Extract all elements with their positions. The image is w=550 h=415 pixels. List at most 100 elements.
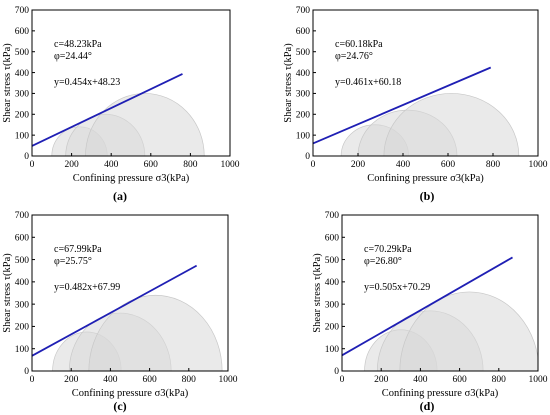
x-tick-label: 400 [413,375,428,385]
x-tick-label: 200 [351,160,366,170]
chart-panel-2: 0 200 400 600 800 1000 0 100 200 300 400 500 600 700 C… [283,6,548,203]
plot-frame [312,9,539,157]
strength-envelope-line [31,73,183,147]
friction-angle-annotation: φ=24.76° [335,51,373,62]
mohr-circle-3 [85,93,205,156]
x-tick-label: 800 [492,375,507,385]
x-tick-label: 0 [311,160,316,170]
y-tick-label: 600 [15,27,30,37]
x-axis-title: Confining pressure σ3(kPa) [382,388,499,399]
y-tick-label: 100 [325,345,340,355]
y-tick-label: 0 [24,152,29,162]
y-tick-label: 500 [296,48,311,58]
x-tick-label: 600 [142,375,157,385]
x-tick-label: 600 [452,375,467,385]
y-tick-label: 300 [15,300,30,310]
cohesion-annotation: c=48.23kPa [54,39,102,50]
x-tick-label: 800 [486,160,501,170]
strength-envelope-line [312,66,492,145]
y-tick-label: 200 [296,110,311,120]
chart-panel-3: 0 200 400 600 800 1000 0 100 200 300 400 500 600 700 C… [2,211,238,413]
y-tick-label: 400 [15,278,30,288]
y-tick-label: 500 [325,256,340,266]
y-tick-label: 100 [296,131,311,141]
y-tick-label: 400 [325,278,340,288]
x-axis-title: Confining pressure σ3(kPa) [367,173,484,184]
y-tick-label: 700 [325,211,340,221]
y-axis-title: Shear stress τ(kPa) [2,43,13,123]
y-tick-label: 300 [296,90,311,100]
y-tick-label: 500 [15,256,30,266]
x-tick-label: 600 [441,160,456,170]
friction-angle-annotation: φ=26.80° [364,256,402,267]
x-tick-label: 1000 [219,375,238,385]
x-tick-label: 800 [182,375,197,385]
x-tick-label: 800 [183,160,198,170]
y-tick-label: 300 [15,90,30,100]
y-tick-label: 0 [334,367,339,377]
x-axis-title: Confining pressure σ3(kPa) [73,173,190,184]
y-tick-label: 700 [15,6,30,16]
fit-equation-annotation: y=0.454x+48.23 [54,77,120,88]
panel-label: (c) [113,399,126,413]
cohesion-annotation: c=70.29kPa [364,244,412,255]
mohr-circles [364,291,538,371]
panel-label: (d) [420,399,435,413]
strength-envelope-line [31,264,198,357]
chart-panel-1: 0 200 400 600 800 1000 0 100 200 300 400 500 600 700 C… [2,6,240,203]
plot-frame [31,214,229,372]
fit-equation-annotation: y=0.461x+60.18 [335,77,401,88]
y-tick-label: 400 [15,69,30,79]
x-axis-title: Confining pressure σ3(kPa) [72,388,189,399]
friction-angle-annotation: φ=24.44° [54,51,92,62]
mohr-circles [51,93,205,156]
x-tick-label: 1000 [221,160,240,170]
x-tick-label: 0 [30,375,35,385]
cohesion-annotation: c=67.99kPa [54,244,102,255]
y-tick-label: 600 [296,27,311,37]
y-tick-label: 400 [296,69,311,79]
y-tick-label: 600 [325,233,340,243]
strength-envelope-line [341,256,513,357]
x-tick-label: 400 [396,160,411,170]
y-tick-label: 600 [15,233,30,243]
x-tick-label: 200 [64,375,79,385]
y-axis-title: Shear stress τ(kPa) [2,253,13,333]
plot-frame [341,214,539,372]
x-tick-label: 400 [104,160,119,170]
x-tick-label: 1000 [529,375,548,385]
fit-equation-annotation: y=0.505x+70.29 [364,282,430,293]
y-tick-label: 700 [296,6,311,16]
y-tick-label: 300 [325,300,340,310]
y-tick-label: 200 [15,110,30,120]
friction-angle-annotation: φ=25.75° [54,256,92,267]
x-tick-label: 0 [340,375,345,385]
chart-panel-4: 0 200 400 600 800 1000 0 100 200 300 400 500 600 700 C… [312,211,548,413]
y-axis-title: Shear stress τ(kPa) [283,43,294,123]
y-tick-label: 0 [305,152,310,162]
y-tick-label: 500 [15,48,30,58]
mohr-circle-3 [399,291,538,371]
fit-equation-annotation: y=0.482x+67.99 [54,282,120,293]
y-tick-label: 200 [15,323,30,333]
y-tick-label: 0 [24,367,29,377]
y-tick-label: 100 [15,345,30,355]
cohesion-annotation: c=60.18kPa [335,39,383,50]
y-axis-title: Shear stress τ(kPa) [312,253,323,333]
mohr-circle-3 [88,294,223,371]
y-tick-label: 700 [15,211,30,221]
panel-label: (b) [420,189,435,203]
x-tick-label: 1000 [529,160,548,170]
x-tick-label: 200 [64,160,79,170]
y-tick-label: 100 [15,131,30,141]
y-tick-label: 200 [325,323,340,333]
panel-label: (a) [113,189,127,203]
x-tick-label: 200 [374,375,389,385]
mohr-circles [52,294,223,371]
x-tick-label: 400 [103,375,118,385]
plot-frame [31,9,231,157]
x-tick-label: 0 [30,160,35,170]
mohr-circles [340,93,520,156]
mohr-circle-3 [383,93,520,156]
